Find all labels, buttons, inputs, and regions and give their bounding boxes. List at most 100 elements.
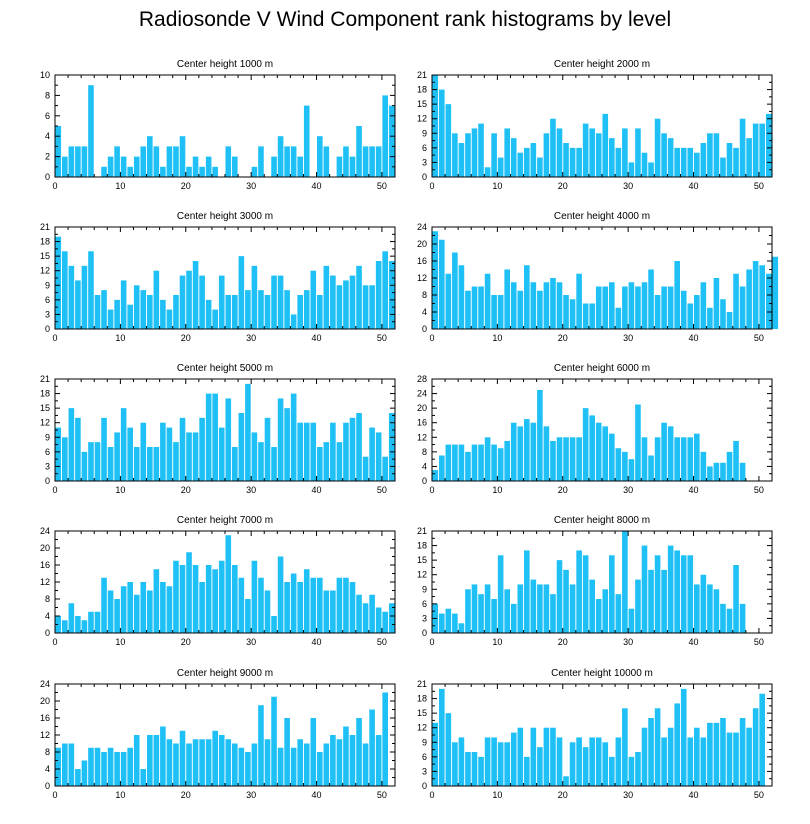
x-tick-label: 50 <box>754 637 764 647</box>
bar <box>251 743 258 786</box>
bar <box>212 393 218 481</box>
bar <box>147 590 153 633</box>
bar <box>317 136 323 177</box>
bar <box>310 718 317 786</box>
bar <box>635 579 641 633</box>
bar <box>297 295 303 329</box>
bar <box>369 594 375 633</box>
bar <box>582 555 589 633</box>
bar <box>140 290 147 329</box>
y-tick-label: 20 <box>417 239 427 249</box>
y-tick-label: 15 <box>417 708 427 718</box>
bar <box>218 427 225 481</box>
bar <box>667 426 674 481</box>
bar <box>550 727 556 786</box>
y-tick-label: 8 <box>422 447 427 457</box>
bar <box>609 138 615 177</box>
bar <box>563 569 569 633</box>
bar <box>330 590 336 633</box>
bar <box>147 447 153 481</box>
y-tick-label: 21 <box>417 526 427 536</box>
panel-title: Center height 1000 m <box>177 59 273 70</box>
bar <box>563 776 569 786</box>
x-tick-label: 40 <box>689 485 699 495</box>
bar <box>615 307 622 329</box>
bar <box>667 727 674 786</box>
bar <box>726 312 733 329</box>
bar <box>323 590 330 633</box>
bar <box>615 737 622 786</box>
bar <box>465 133 471 177</box>
bar <box>199 417 205 481</box>
bar <box>186 432 192 481</box>
y-tick-label: 18 <box>417 85 427 95</box>
x-tick-label: 20 <box>558 637 568 647</box>
x-tick-label: 30 <box>246 181 256 191</box>
y-tick-label: 24 <box>40 679 50 689</box>
bar <box>733 147 739 177</box>
bar <box>349 582 356 633</box>
bar <box>264 590 271 633</box>
bar <box>192 156 199 177</box>
bar <box>478 444 484 481</box>
y-tick-label: 0 <box>45 628 50 638</box>
x-tick-label: 20 <box>181 637 191 647</box>
bar <box>55 126 62 177</box>
bar <box>765 273 772 329</box>
bar <box>654 118 661 177</box>
bar <box>615 594 622 633</box>
bar <box>445 713 452 786</box>
bar <box>192 261 199 329</box>
bar <box>471 444 478 481</box>
bar <box>713 133 720 177</box>
bar <box>615 448 622 481</box>
bar <box>471 286 478 329</box>
y-tick-label: 12 <box>417 570 427 580</box>
bar <box>484 584 491 633</box>
bar <box>595 133 602 177</box>
y-tick-label: 0 <box>422 324 427 334</box>
bar <box>680 688 687 786</box>
bar <box>628 756 635 786</box>
bar <box>537 747 543 786</box>
bar <box>375 432 382 481</box>
x-tick-label: 30 <box>246 637 256 647</box>
bar <box>484 437 491 481</box>
bar <box>271 275 277 329</box>
bar <box>458 265 465 329</box>
y-tick-label: 24 <box>417 222 427 232</box>
y-tick-label: 20 <box>40 543 50 553</box>
bar <box>537 290 543 329</box>
bar <box>471 752 478 786</box>
bar <box>369 709 375 786</box>
y-tick-label: 0 <box>422 476 427 486</box>
panel-title: Center height 7000 m <box>177 515 273 526</box>
bar <box>452 444 458 481</box>
bar <box>504 742 510 786</box>
bar <box>310 270 317 329</box>
bar <box>556 437 563 481</box>
bar <box>349 735 356 786</box>
bar <box>258 705 264 786</box>
x-tick-label: 10 <box>115 637 125 647</box>
bar <box>530 579 537 633</box>
bar <box>759 123 765 177</box>
bar <box>75 769 81 786</box>
bar <box>277 747 284 786</box>
bar <box>258 290 264 329</box>
bar <box>140 769 147 786</box>
bar <box>465 451 471 481</box>
bar <box>362 743 369 786</box>
x-tick-label: 30 <box>246 485 256 495</box>
bar <box>127 304 133 329</box>
bar <box>81 146 88 177</box>
panel-9: Center height 9000 m 0 10 20 30 40 50 0 4 8 12 16 20… <box>40 668 396 800</box>
y-tick-label: 8 <box>45 90 50 100</box>
y-tick-label: 12 <box>417 723 427 733</box>
bar <box>694 152 700 177</box>
panel-1: Center height 1000 m 0 10 20 30 40 50 0 2 4 6 8 10 <box>40 59 396 191</box>
bar <box>173 442 179 481</box>
bar <box>726 732 733 786</box>
bar <box>127 166 133 177</box>
bar <box>543 584 550 633</box>
